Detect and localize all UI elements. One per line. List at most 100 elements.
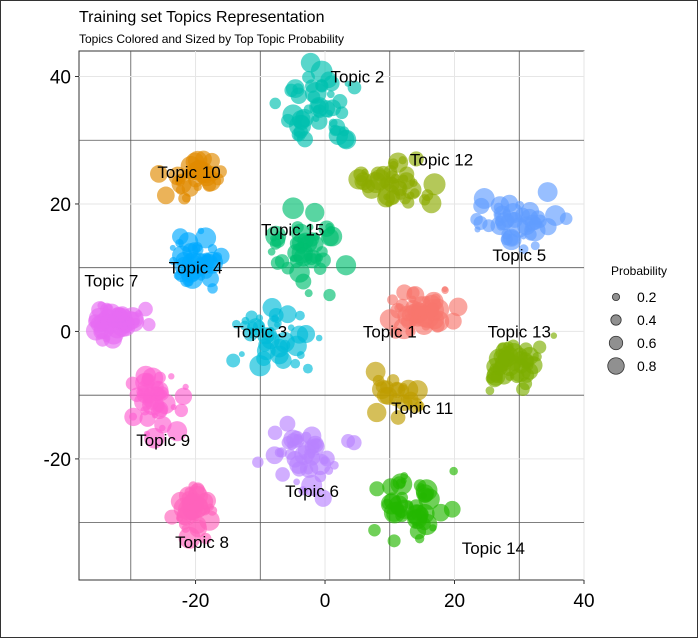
data-point bbox=[174, 403, 188, 418]
data-point bbox=[293, 120, 302, 129]
data-point bbox=[154, 416, 172, 434]
data-point bbox=[368, 523, 381, 537]
data-point bbox=[394, 499, 415, 519]
data-point bbox=[430, 318, 445, 333]
data-point bbox=[336, 130, 355, 149]
data-point bbox=[181, 179, 199, 197]
data-point bbox=[448, 297, 468, 317]
data-point bbox=[245, 310, 258, 323]
data-point bbox=[154, 371, 166, 384]
data-point bbox=[274, 321, 281, 328]
data-point bbox=[267, 247, 276, 256]
data-point bbox=[291, 221, 304, 234]
legend-key bbox=[608, 335, 624, 351]
data-point bbox=[430, 293, 441, 304]
data-point bbox=[407, 380, 428, 401]
data-point bbox=[449, 466, 458, 476]
data-point bbox=[149, 165, 168, 183]
chart-subtitle: Topics Colored and Sized by Top Topic Pr… bbox=[79, 32, 344, 46]
data-point bbox=[496, 220, 507, 231]
data-point bbox=[304, 289, 313, 298]
data-point bbox=[249, 355, 271, 377]
data-point bbox=[275, 467, 290, 482]
data-point bbox=[492, 360, 508, 376]
data-point bbox=[125, 376, 140, 391]
data-point bbox=[400, 472, 409, 480]
data-point bbox=[107, 311, 125, 328]
data-point bbox=[411, 509, 422, 521]
data-point bbox=[379, 309, 401, 330]
data-points bbox=[85, 52, 573, 549]
data-point bbox=[519, 377, 533, 391]
data-point bbox=[473, 215, 488, 230]
data-point bbox=[372, 379, 392, 400]
data-point bbox=[103, 330, 122, 349]
data-point bbox=[290, 358, 301, 369]
data-point bbox=[185, 162, 204, 181]
data-point bbox=[326, 225, 336, 235]
data-point bbox=[305, 202, 325, 223]
data-point bbox=[335, 106, 349, 120]
data-point bbox=[399, 383, 408, 391]
data-point bbox=[178, 526, 201, 549]
x-tick-label: 40 bbox=[573, 591, 594, 612]
data-point bbox=[145, 396, 159, 410]
legend-title: Probability bbox=[611, 264, 667, 278]
data-point bbox=[269, 97, 281, 110]
data-point bbox=[304, 82, 327, 104]
data-point bbox=[539, 218, 557, 236]
topic-label: Topic 12 bbox=[410, 150, 473, 169]
data-point bbox=[181, 267, 203, 289]
legend-key bbox=[607, 357, 625, 375]
data-point bbox=[485, 386, 495, 395]
data-point bbox=[195, 227, 217, 249]
data-point bbox=[347, 80, 362, 95]
data-point bbox=[295, 273, 312, 290]
data-point bbox=[521, 360, 530, 369]
data-point bbox=[377, 183, 400, 206]
data-point bbox=[431, 503, 450, 522]
data-point bbox=[361, 179, 376, 194]
data-point bbox=[134, 310, 142, 317]
data-point bbox=[252, 456, 264, 468]
data-point bbox=[141, 372, 154, 385]
data-point bbox=[178, 232, 199, 253]
data-point bbox=[173, 271, 183, 280]
data-point bbox=[389, 326, 402, 339]
data-point bbox=[144, 427, 165, 449]
data-point bbox=[408, 151, 424, 167]
data-point bbox=[170, 491, 190, 511]
y-axis: -20 0 20 40 bbox=[44, 67, 79, 471]
data-point bbox=[174, 387, 193, 406]
x-axis: -20 0 20 40 bbox=[182, 580, 595, 612]
data-point bbox=[284, 83, 299, 98]
data-point bbox=[200, 532, 212, 545]
data-point bbox=[201, 255, 214, 269]
legend-key bbox=[611, 292, 621, 302]
legend-key bbox=[610, 314, 622, 326]
data-point bbox=[255, 314, 264, 322]
data-point bbox=[278, 305, 297, 324]
data-point bbox=[156, 186, 175, 205]
data-point bbox=[304, 232, 319, 247]
data-point bbox=[324, 466, 334, 475]
data-point bbox=[150, 381, 169, 400]
topic-label: Topic 14 bbox=[462, 539, 525, 558]
data-point bbox=[550, 332, 558, 339]
data-point bbox=[323, 288, 336, 302]
legend-label: 0.4 bbox=[637, 312, 657, 328]
data-point bbox=[335, 255, 357, 276]
data-point bbox=[329, 460, 339, 470]
data-point bbox=[296, 324, 316, 344]
data-point bbox=[421, 189, 434, 201]
topic-label: Topic 1 bbox=[363, 322, 417, 341]
data-point bbox=[365, 361, 386, 382]
data-point bbox=[169, 256, 178, 266]
data-point bbox=[311, 438, 323, 450]
data-point bbox=[532, 352, 542, 362]
chart-title: Training set Topics Representation bbox=[79, 9, 324, 26]
data-point bbox=[292, 435, 305, 448]
data-point bbox=[281, 113, 295, 128]
data-point bbox=[390, 410, 406, 425]
